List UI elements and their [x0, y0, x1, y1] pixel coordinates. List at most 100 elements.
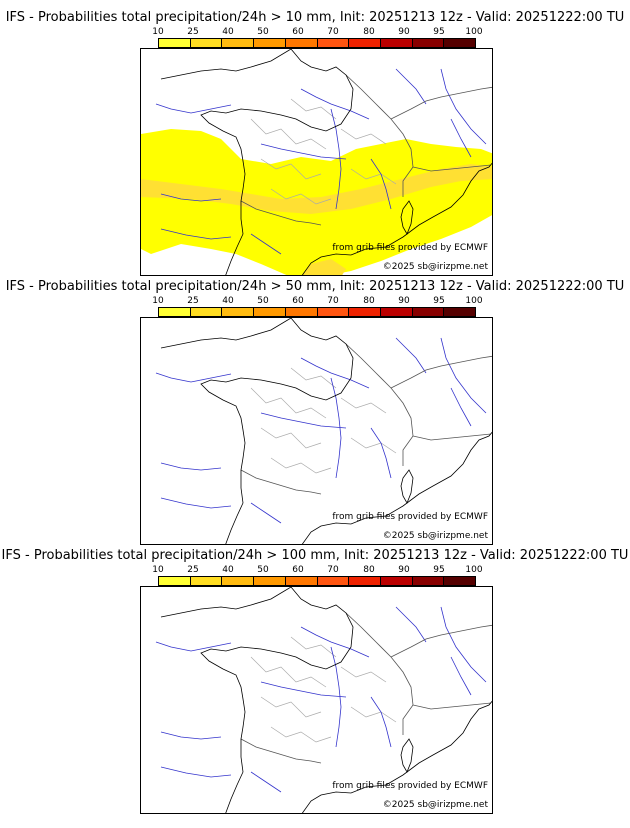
- island-corsica: [400, 738, 414, 773]
- admin-boundary: [350, 437, 397, 454]
- legend-tick: 10: [152, 296, 164, 306]
- legend-tick: 60: [292, 565, 304, 575]
- map-area: from grib files provided by ECMWF ©2025 …: [140, 317, 493, 545]
- coastline: [160, 318, 292, 349]
- river-line: [440, 337, 487, 414]
- admin-boundary: [260, 427, 322, 449]
- legend-tick: 50: [257, 27, 269, 37]
- legend-tick: 70: [327, 296, 339, 306]
- legend-color-swatch: [190, 39, 223, 47]
- country-border: [345, 612, 414, 735]
- legend-tick: 90: [398, 565, 410, 575]
- admin-boundary: [260, 696, 322, 718]
- river-line: [330, 108, 342, 210]
- river-line: [330, 377, 342, 479]
- legend-color-swatch: [159, 39, 191, 47]
- map-panel-10mm: IFS - Probabilities total precipitation/…: [0, 10, 630, 280]
- map-panel-50mm: IFS - Probabilities total precipitation/…: [0, 279, 630, 549]
- river-line: [155, 103, 232, 114]
- admin-boundary: [270, 726, 332, 743]
- admin-boundary: [250, 387, 327, 419]
- country-border: [240, 469, 322, 495]
- coastline: [200, 49, 354, 275]
- admin-boundary: [250, 118, 327, 150]
- river-line: [250, 771, 282, 793]
- country-border: [412, 433, 492, 441]
- map-area: from grib files provided by ECMWF ©2025 …: [140, 48, 493, 276]
- legend-tick: 95: [433, 27, 445, 37]
- legend-colorbar: [158, 38, 476, 48]
- country-border: [345, 74, 414, 197]
- river-line: [260, 412, 347, 429]
- legend-tick: 25: [187, 296, 199, 306]
- river-line: [395, 68, 427, 105]
- legend-color-swatch: [380, 308, 413, 316]
- country-border: [390, 355, 492, 389]
- legend-tick: 40: [222, 27, 234, 37]
- legend-color-swatch: [317, 308, 350, 316]
- legend-tick: 25: [187, 27, 199, 37]
- legend-tick: 80: [363, 27, 375, 37]
- river-line: [450, 118, 472, 158]
- admin-boundary: [290, 98, 337, 120]
- legend-tick: 95: [433, 296, 445, 306]
- coastline: [301, 162, 492, 275]
- river-line: [370, 696, 392, 748]
- river-line: [370, 427, 392, 479]
- river-line: [155, 372, 232, 383]
- source-credit: from grib files provided by ECMWF: [332, 243, 488, 253]
- admin-boundary: [270, 188, 332, 205]
- legend-color-swatch: [285, 308, 318, 316]
- legend-tick: 10: [152, 27, 164, 37]
- panel-title: IFS - Probabilities total precipitation/…: [1, 548, 629, 563]
- legend-tick: 60: [292, 27, 304, 37]
- coastline: [301, 431, 492, 544]
- map-svg: [141, 49, 492, 275]
- legend-tick: 10: [152, 565, 164, 575]
- river-line: [260, 143, 347, 160]
- legend-color-swatch: [190, 577, 223, 585]
- island-corsica: [400, 200, 414, 235]
- legend-color-swatch: [222, 577, 255, 585]
- copyright-credit: ©2025 sb@irizpme.net: [382, 262, 488, 272]
- country-border: [240, 738, 322, 764]
- country-border: [240, 200, 322, 226]
- river-line: [370, 158, 392, 210]
- country-border: [390, 86, 492, 120]
- legend-tick: 70: [327, 27, 339, 37]
- map-panel-100mm: IFS - Probabilities total precipitation/…: [0, 548, 630, 818]
- legend-color-swatch: [412, 308, 445, 316]
- admin-boundary: [250, 656, 327, 688]
- legend-colorbar: [158, 576, 476, 586]
- legend-labels: 10 25 40 50 60 70 80 90 95 100: [150, 27, 490, 37]
- legend-labels: 10 25 40 50 60 70 80 90 95 100: [150, 565, 490, 575]
- admin-boundary: [350, 168, 397, 185]
- river-line: [395, 606, 427, 643]
- legend-color-swatch: [349, 39, 381, 47]
- legend-tick: 80: [363, 296, 375, 306]
- river-line: [330, 646, 342, 748]
- river-line: [160, 766, 232, 778]
- coastline: [160, 587, 292, 618]
- coastline: [200, 587, 354, 813]
- admin-boundary: [290, 367, 337, 389]
- source-credit: from grib files provided by ECMWF: [332, 512, 488, 522]
- legend-labels: 10 25 40 50 60 70 80 90 95 100: [150, 296, 490, 306]
- country-border: [345, 343, 414, 466]
- legend-tick: 50: [257, 296, 269, 306]
- legend-tick: 25: [187, 565, 199, 575]
- admin-boundary: [290, 636, 337, 658]
- legend-color-swatch: [190, 308, 223, 316]
- legend-tick: 50: [257, 565, 269, 575]
- admin-boundary: [340, 666, 387, 683]
- legend-tick: 90: [398, 296, 410, 306]
- legend-tick: 100: [465, 27, 483, 37]
- legend-color-swatch: [254, 39, 286, 47]
- legend-color-swatch: [412, 577, 445, 585]
- copyright-credit: ©2025 sb@irizpme.net: [382, 531, 488, 541]
- river-line: [450, 387, 472, 427]
- admin-boundary: [350, 706, 397, 723]
- legend-tick: 90: [398, 27, 410, 37]
- legend-tick: 60: [292, 296, 304, 306]
- legend-color-swatch: [285, 39, 318, 47]
